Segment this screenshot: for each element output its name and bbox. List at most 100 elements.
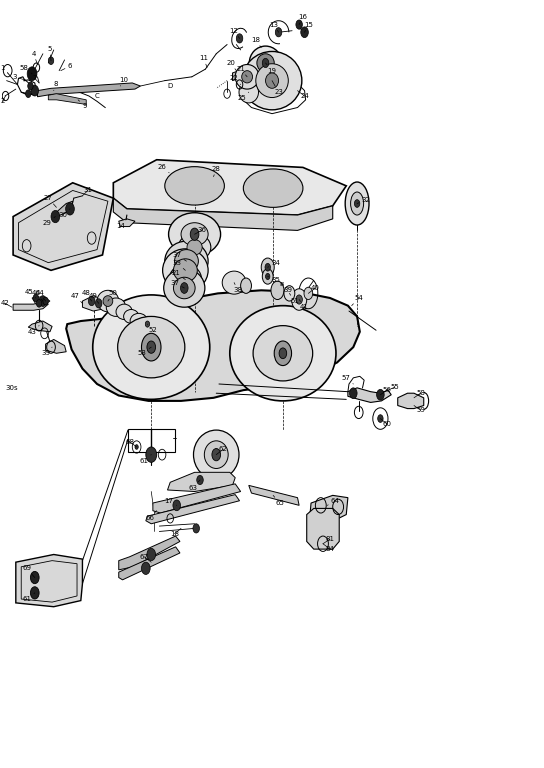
Ellipse shape: [165, 167, 224, 205]
Text: 21: 21: [236, 66, 247, 77]
Text: 18: 18: [170, 528, 181, 537]
Circle shape: [292, 289, 307, 310]
Circle shape: [48, 57, 54, 65]
Text: 48: 48: [82, 290, 91, 301]
Ellipse shape: [174, 277, 195, 299]
Circle shape: [265, 263, 270, 271]
Circle shape: [193, 524, 200, 533]
Text: 3: 3: [12, 74, 25, 80]
Ellipse shape: [253, 326, 313, 381]
Circle shape: [31, 85, 39, 96]
Text: 59: 59: [414, 406, 425, 413]
Circle shape: [304, 287, 313, 300]
Polygon shape: [83, 296, 104, 311]
Polygon shape: [119, 219, 135, 227]
Text: 51: 51: [289, 293, 299, 304]
Polygon shape: [32, 296, 50, 304]
Ellipse shape: [106, 298, 126, 316]
Text: 84: 84: [323, 544, 335, 552]
Ellipse shape: [103, 296, 113, 306]
Polygon shape: [307, 508, 339, 549]
Text: 37: 37: [170, 280, 184, 288]
Circle shape: [89, 296, 95, 306]
Text: 42: 42: [1, 300, 12, 307]
Ellipse shape: [187, 240, 202, 255]
Text: 13: 13: [270, 22, 279, 32]
Text: 81: 81: [323, 536, 335, 544]
Text: 2: 2: [0, 96, 5, 104]
Text: 54: 54: [351, 295, 363, 306]
Text: C: C: [95, 93, 100, 99]
Polygon shape: [348, 388, 391, 402]
Circle shape: [33, 294, 39, 302]
Ellipse shape: [239, 81, 258, 103]
Text: 5: 5: [48, 46, 52, 61]
Text: 40: 40: [308, 285, 320, 293]
Ellipse shape: [345, 182, 369, 225]
Ellipse shape: [165, 241, 208, 281]
Text: 4: 4: [32, 51, 38, 65]
Circle shape: [28, 82, 33, 90]
Circle shape: [181, 283, 188, 293]
Circle shape: [284, 286, 295, 301]
Circle shape: [26, 90, 31, 98]
Text: 12: 12: [230, 28, 239, 38]
Text: 16: 16: [299, 14, 307, 25]
Circle shape: [51, 210, 60, 223]
Polygon shape: [113, 160, 347, 215]
Text: 64: 64: [327, 498, 340, 505]
Polygon shape: [310, 495, 348, 521]
Text: 69: 69: [22, 565, 35, 578]
Polygon shape: [113, 198, 333, 230]
Ellipse shape: [116, 304, 132, 319]
Text: 67: 67: [140, 554, 151, 562]
Polygon shape: [119, 547, 180, 580]
Text: 11: 11: [199, 55, 208, 68]
Circle shape: [147, 548, 156, 561]
Circle shape: [271, 281, 284, 300]
Ellipse shape: [243, 169, 303, 207]
Circle shape: [197, 475, 203, 485]
Text: 19: 19: [265, 63, 276, 74]
Text: 44: 44: [36, 290, 46, 301]
Text: 45: 45: [25, 289, 36, 298]
Circle shape: [30, 571, 39, 584]
Polygon shape: [38, 83, 140, 97]
Polygon shape: [28, 321, 52, 332]
Text: 7: 7: [33, 75, 39, 83]
Ellipse shape: [123, 310, 139, 323]
Polygon shape: [168, 472, 235, 492]
Text: 58: 58: [414, 390, 425, 398]
Circle shape: [354, 200, 360, 207]
Ellipse shape: [350, 192, 363, 215]
Text: 37: 37: [172, 252, 187, 261]
Circle shape: [27, 67, 37, 81]
Polygon shape: [153, 484, 240, 513]
Text: 28: 28: [212, 166, 221, 177]
Circle shape: [261, 258, 274, 276]
Text: D: D: [168, 83, 173, 89]
Circle shape: [135, 445, 138, 449]
Circle shape: [275, 28, 282, 37]
Ellipse shape: [257, 54, 274, 72]
Text: 41: 41: [299, 300, 309, 310]
Polygon shape: [66, 290, 360, 401]
Ellipse shape: [242, 51, 302, 110]
Polygon shape: [398, 393, 424, 409]
Text: 65: 65: [273, 495, 284, 506]
Circle shape: [376, 389, 384, 400]
Text: 30s: 30s: [5, 385, 17, 391]
Circle shape: [141, 562, 150, 574]
Circle shape: [349, 388, 357, 399]
Text: 24: 24: [298, 91, 309, 99]
Circle shape: [240, 278, 251, 293]
Ellipse shape: [130, 313, 147, 329]
Text: 61: 61: [22, 593, 35, 602]
Ellipse shape: [97, 290, 119, 312]
Text: 47: 47: [71, 293, 83, 303]
Text: 39: 39: [281, 284, 293, 293]
Polygon shape: [119, 536, 180, 570]
Ellipse shape: [169, 264, 202, 295]
Text: 52: 52: [147, 324, 157, 333]
Ellipse shape: [169, 213, 220, 256]
